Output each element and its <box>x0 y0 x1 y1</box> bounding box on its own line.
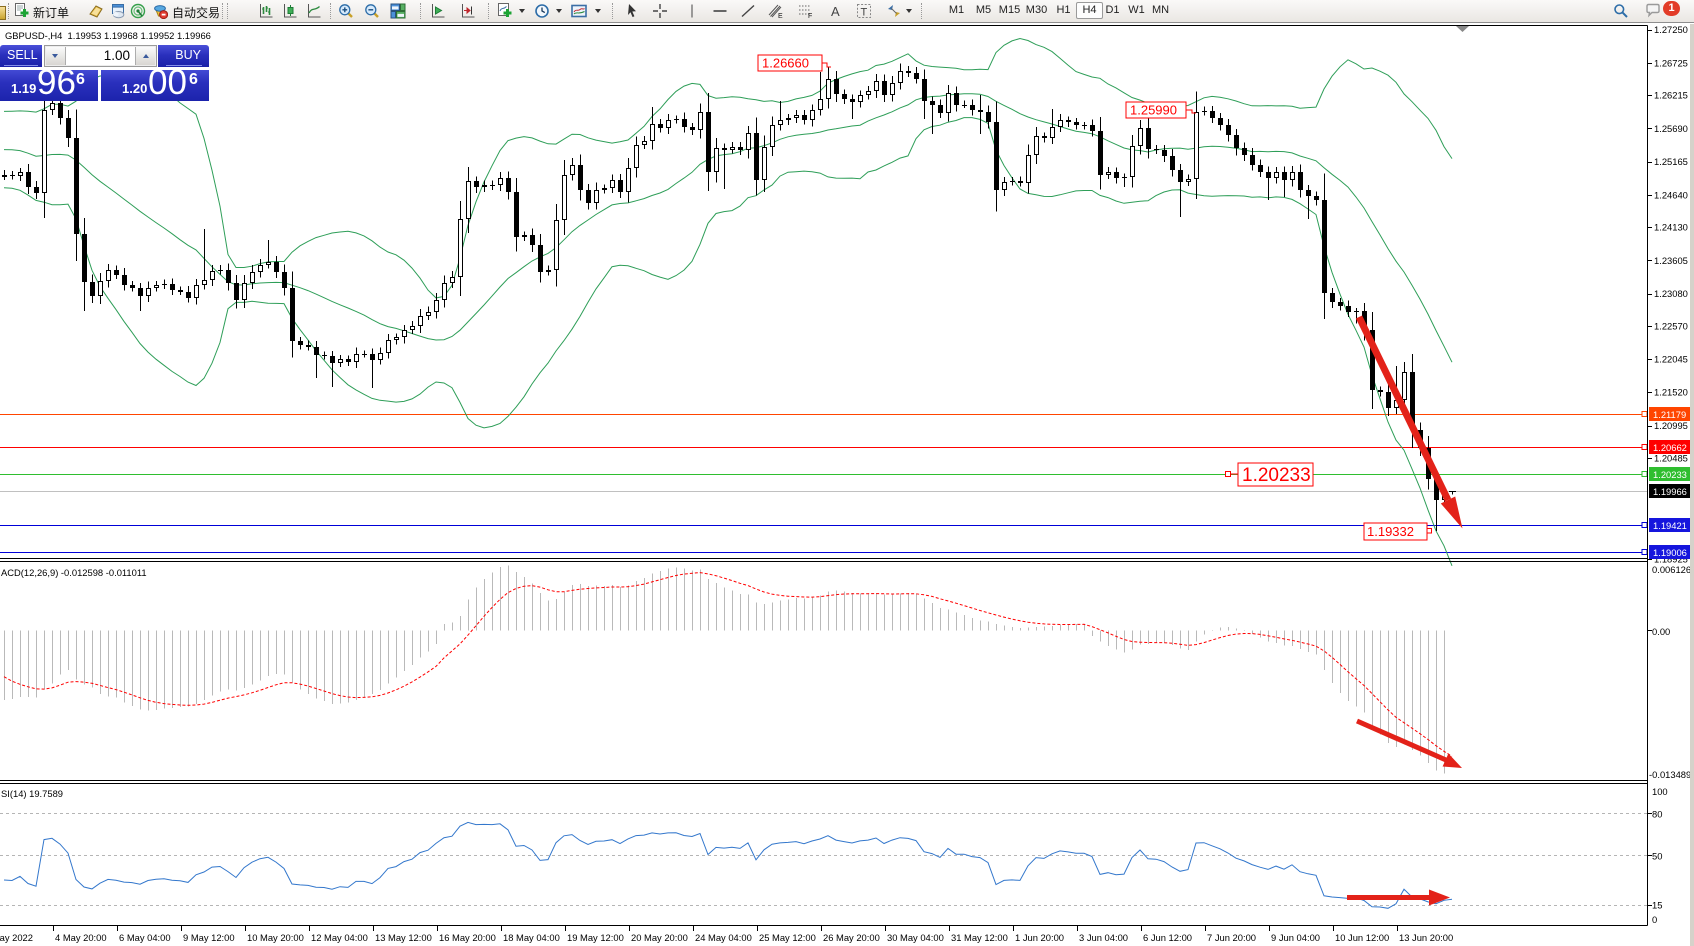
svg-text:25 May 12:00: 25 May 12:00 <box>759 932 816 943</box>
svg-text:A: A <box>831 4 840 19</box>
svg-text:1.26660: 1.26660 <box>762 56 809 71</box>
svg-text:7 Jun 20:00: 7 Jun 20:00 <box>1207 932 1256 943</box>
svg-text:ACD(12,26,9) -0.012598 -0.0110: ACD(12,26,9) -0.012598 -0.011011 <box>1 567 147 578</box>
svg-text:19 May 12:00: 19 May 12:00 <box>567 932 624 943</box>
svg-text:1.19332: 1.19332 <box>1367 524 1414 539</box>
svg-text:24 May 04:00: 24 May 04:00 <box>695 932 752 943</box>
svg-text:SI(14) 19.7589: SI(14) 19.7589 <box>1 788 63 799</box>
svg-text:18 May 04:00: 18 May 04:00 <box>503 932 560 943</box>
svg-text:13 Jun 20:00: 13 Jun 20:00 <box>1399 932 1453 943</box>
svg-text:1.26725: 1.26725 <box>1654 57 1688 68</box>
svg-text:1.24130: 1.24130 <box>1654 222 1688 233</box>
svg-text:10 Jun 12:00: 10 Jun 12:00 <box>1335 932 1389 943</box>
svg-text:6 Jun 12:00: 6 Jun 12:00 <box>1143 932 1192 943</box>
svg-text:E: E <box>778 13 783 19</box>
svg-text:31 May 12:00: 31 May 12:00 <box>951 932 1008 943</box>
svg-text:1.19421: 1.19421 <box>1653 520 1687 531</box>
svg-text:4 May 20:00: 4 May 20:00 <box>55 932 107 943</box>
svg-text:9 Jun 04:00: 9 Jun 04:00 <box>1271 932 1320 943</box>
svg-text:20 May 20:00: 20 May 20:00 <box>631 932 688 943</box>
svg-text:1.22045: 1.22045 <box>1654 354 1688 365</box>
svg-text:1.23080: 1.23080 <box>1654 288 1688 299</box>
svg-text:3 Jun 04:00: 3 Jun 04:00 <box>1079 932 1128 943</box>
svg-text:GBPUSD-,H4 1.19953 1.19968 1.: GBPUSD-,H4 1.19953 1.19968 1.19952 1.199… <box>5 30 211 41</box>
svg-text:1.20995: 1.20995 <box>1654 420 1688 431</box>
svg-text:-0.013489: -0.013489 <box>1649 769 1691 780</box>
svg-text:13 May 12:00: 13 May 12:00 <box>375 932 432 943</box>
svg-text:1.20662: 1.20662 <box>1653 442 1687 453</box>
svg-text:10 May 20:00: 10 May 20:00 <box>247 932 304 943</box>
svg-text:1.19966: 1.19966 <box>1653 486 1687 497</box>
svg-text:1.20485: 1.20485 <box>1654 452 1688 463</box>
svg-text:1.21520: 1.21520 <box>1654 387 1688 398</box>
svg-text:6 May 04:00: 6 May 04:00 <box>119 932 171 943</box>
svg-text:T: T <box>861 7 868 19</box>
svg-text:1.20233: 1.20233 <box>1653 469 1687 480</box>
svg-text:0.00: 0.00 <box>1652 626 1670 637</box>
svg-text:12 May 04:00: 12 May 04:00 <box>311 932 368 943</box>
svg-text:1.20233: 1.20233 <box>1242 465 1311 486</box>
svg-text:1.25690: 1.25690 <box>1654 123 1688 134</box>
svg-text:1.26215: 1.26215 <box>1654 90 1688 101</box>
svg-text:26 May 20:00: 26 May 20:00 <box>823 932 880 943</box>
svg-text:80: 80 <box>1652 808 1662 819</box>
svg-text:1.25165: 1.25165 <box>1654 156 1688 167</box>
svg-text:100: 100 <box>1652 786 1668 797</box>
svg-text:1.25990: 1.25990 <box>1130 103 1177 118</box>
svg-text:16 May 20:00: 16 May 20:00 <box>439 932 496 943</box>
svg-text:3 May 2022: 3 May 2022 <box>0 932 33 943</box>
svg-text:50: 50 <box>1652 850 1662 861</box>
svg-text:1.19006: 1.19006 <box>1653 547 1687 558</box>
svg-text:1.24640: 1.24640 <box>1654 189 1688 200</box>
svg-text:1 Jun 20:00: 1 Jun 20:00 <box>1015 932 1064 943</box>
svg-text:1.27250: 1.27250 <box>1654 24 1688 35</box>
svg-text:F: F <box>808 13 812 19</box>
svg-text:30 May 04:00: 30 May 04:00 <box>887 932 944 943</box>
svg-text:9 May 12:00: 9 May 12:00 <box>183 932 235 943</box>
svg-text:15: 15 <box>1652 900 1662 911</box>
svg-text:0: 0 <box>1652 914 1657 925</box>
svg-text:1.21179: 1.21179 <box>1653 409 1686 420</box>
svg-text:1.22570: 1.22570 <box>1654 320 1688 331</box>
svg-text:0.006126: 0.006126 <box>1652 564 1691 575</box>
svg-text:1.23605: 1.23605 <box>1654 255 1688 266</box>
